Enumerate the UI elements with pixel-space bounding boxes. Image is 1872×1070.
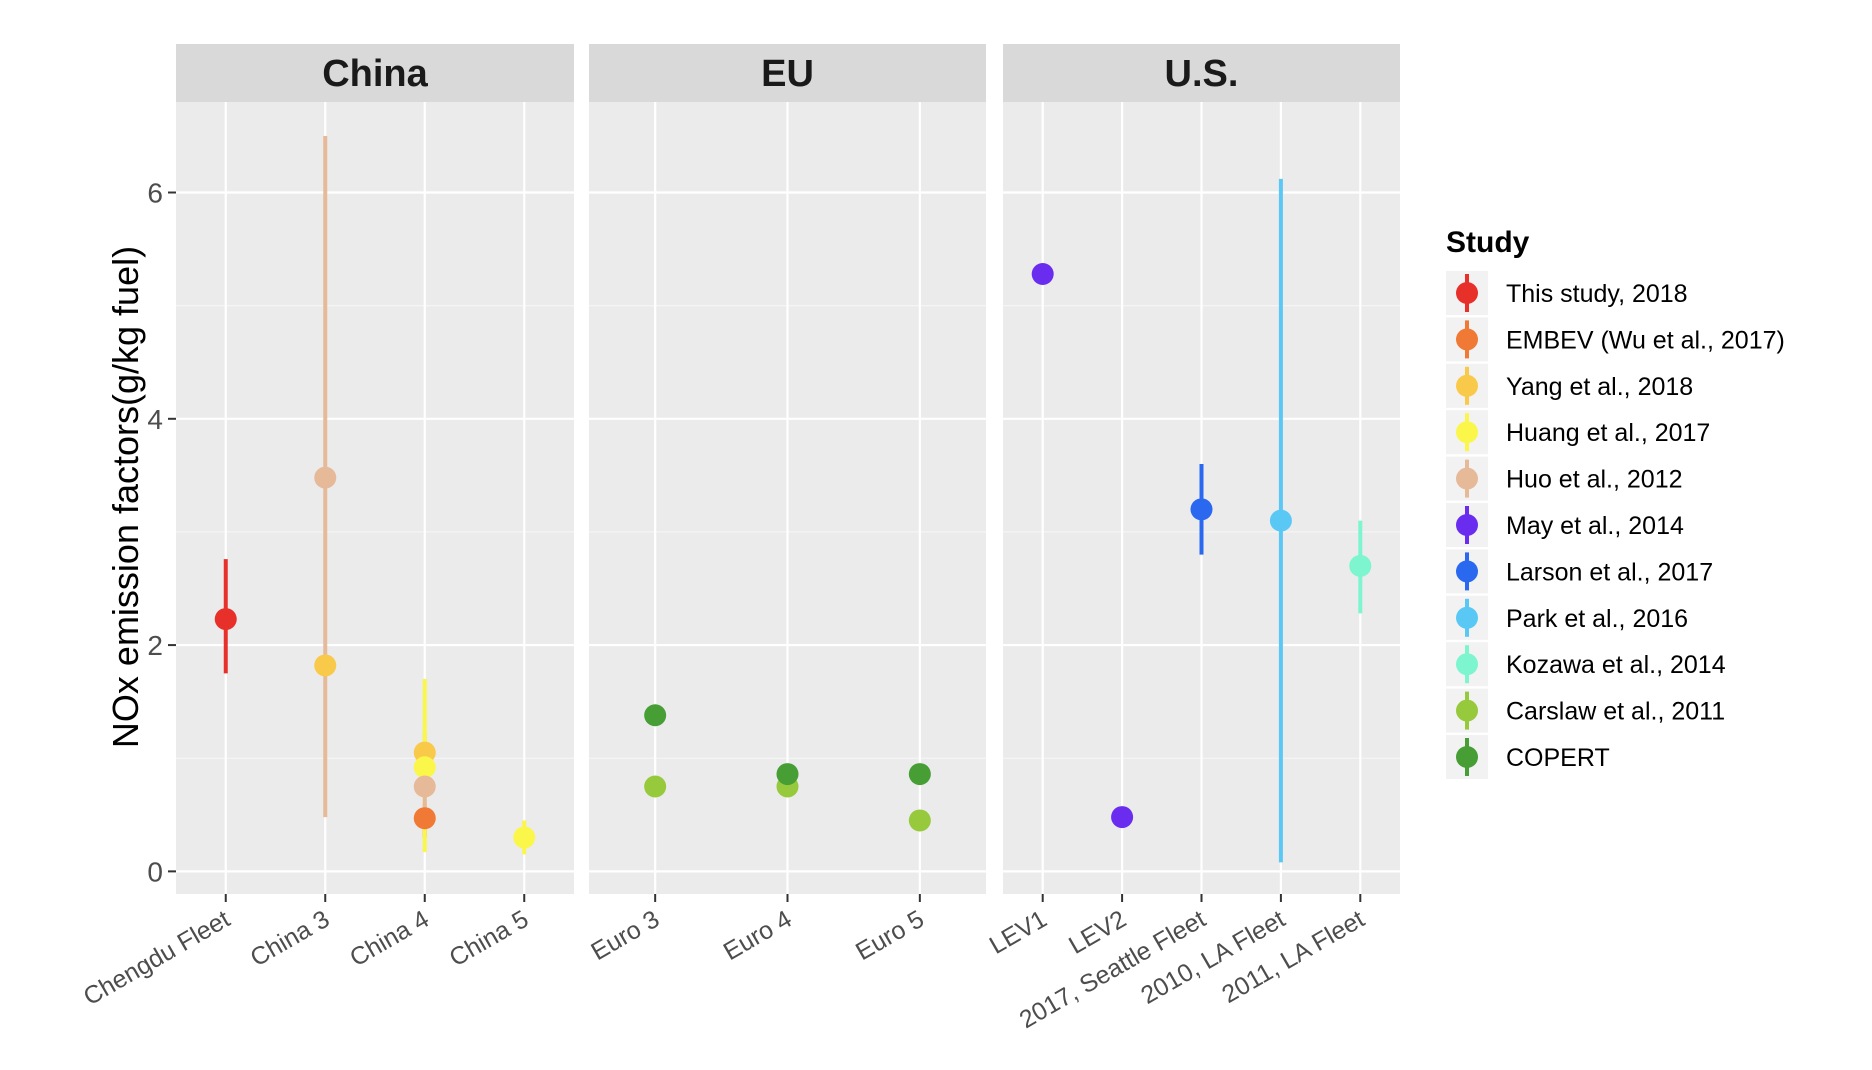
facet-china: China Chengdu Fleet China 3 China 4 China 5 — [79, 44, 574, 1011]
legend-point-symbol — [1456, 467, 1478, 490]
point-carslaw-et-al-2011 — [644, 775, 667, 798]
point-may-et-al-2014 — [1111, 806, 1134, 829]
legend-point-symbol — [1456, 653, 1478, 676]
point-may-et-al-2014 — [1031, 262, 1054, 285]
legend-label: Park et al., 2016 — [1506, 605, 1688, 633]
legend-point-symbol — [1456, 699, 1478, 722]
facet-title-eu: EU — [761, 53, 814, 95]
legend-item-this-study-2018: This study, 2018 — [1446, 271, 1688, 315]
point-huang-et-al-2017 — [513, 826, 536, 849]
point-park-et-al-2016 — [1269, 509, 1292, 532]
marks-layer — [214, 135, 1372, 863]
legend-label: May et al., 2014 — [1506, 512, 1684, 540]
x-tick-label: Euro 5 — [851, 905, 929, 966]
x-tick-label: LEV1 — [985, 905, 1052, 960]
point-huo-et-al-2012 — [413, 775, 436, 798]
legend-point-symbol — [1456, 746, 1478, 768]
facet-eu: EU Euro 3 Euro 4 Euro 5 — [586, 44, 986, 966]
x-tick-label: Euro 4 — [719, 905, 797, 966]
legend-item-carslaw-et-al-2011: Carslaw et al., 2011 — [1446, 688, 1725, 733]
y-tick-label: 4 — [147, 404, 163, 435]
legend-point-symbol — [1456, 282, 1478, 304]
legend: Study This study, 2018 EMBEV (Wu et al., … — [1446, 226, 1785, 779]
legend-title: Study — [1446, 226, 1530, 259]
point-copert — [908, 763, 931, 786]
legend-point-symbol — [1456, 606, 1478, 629]
legend-item-larson-et-al-2017: Larson et al., 2017 — [1446, 549, 1713, 594]
legend-label: This study, 2018 — [1506, 280, 1688, 308]
legend-label: Huo et al., 2012 — [1506, 466, 1683, 494]
point-huang-et-al-2017 — [413, 756, 436, 779]
facet-title-china: China — [322, 53, 428, 95]
point-copert — [644, 704, 667, 727]
point-embev-wu-et-al-2017 — [413, 807, 436, 830]
legend-point-symbol — [1456, 560, 1478, 583]
legend-item-may-et-al-2014: May et al., 2014 — [1446, 503, 1684, 547]
x-tick-label: Euro 3 — [586, 905, 664, 966]
x-tick-label: China 3 — [246, 905, 335, 972]
point-carslaw-et-al-2011 — [908, 809, 931, 832]
legend-item-copert: COPERT — [1446, 735, 1610, 779]
x-tick-label: Chengdu Fleet — [79, 905, 235, 1011]
legend-label: EMBEV (Wu et al., 2017) — [1506, 326, 1785, 354]
x-tick-label: China 5 — [445, 905, 534, 972]
facet-panel-china — [176, 102, 574, 894]
legend-label: Kozawa et al., 2014 — [1506, 651, 1726, 679]
facet-strip-china — [176, 44, 574, 102]
legend-item-park-et-al-2016: Park et al., 2016 — [1446, 595, 1688, 640]
x-tick-label: China 4 — [345, 905, 434, 972]
legend-item-kozawa-et-al-2014: Kozawa et al., 2014 — [1446, 642, 1726, 687]
legend-point-symbol — [1456, 374, 1478, 397]
point-huo-et-al-2012 — [314, 466, 337, 489]
y-tick-label: 0 — [147, 856, 163, 887]
point-larson-et-al-2017 — [1190, 498, 1213, 521]
legend-item-embev-wu-et-al-2017: EMBEV (Wu et al., 2017) — [1446, 317, 1785, 362]
legend-item-huo-et-al-2012: Huo et al., 2012 — [1446, 456, 1683, 501]
point-this-study-2018 — [214, 608, 237, 631]
facet-strip-u-s — [1003, 44, 1400, 102]
point-kozawa-et-al-2014 — [1349, 554, 1372, 577]
y-tick-label: 6 — [147, 178, 163, 209]
y-axis: 0 2 4 6 — [147, 178, 176, 887]
point-copert — [776, 763, 799, 786]
y-tick-label: 2 — [147, 630, 163, 661]
legend-point-symbol — [1456, 514, 1478, 536]
legend-item-huang-et-al-2017: Huang et al., 2017 — [1446, 410, 1710, 455]
legend-label: Larson et al., 2017 — [1506, 558, 1713, 586]
legend-label: Carslaw et al., 2011 — [1506, 698, 1725, 726]
facet-title-u-s: U.S. — [1165, 53, 1239, 95]
legend-point-symbol — [1456, 328, 1478, 351]
legend-item-yang-et-al-2018: Yang et al., 2018 — [1446, 363, 1693, 408]
facet-strip-eu — [589, 44, 986, 102]
legend-point-symbol — [1456, 421, 1478, 444]
y-axis-title: NOx emission factors(g/kg fuel) — [105, 246, 146, 748]
point-yang-et-al-2018 — [314, 654, 337, 677]
legend-label: Yang et al., 2018 — [1506, 373, 1693, 401]
legend-label: COPERT — [1506, 744, 1610, 772]
legend-label: Huang et al., 2017 — [1506, 419, 1710, 447]
